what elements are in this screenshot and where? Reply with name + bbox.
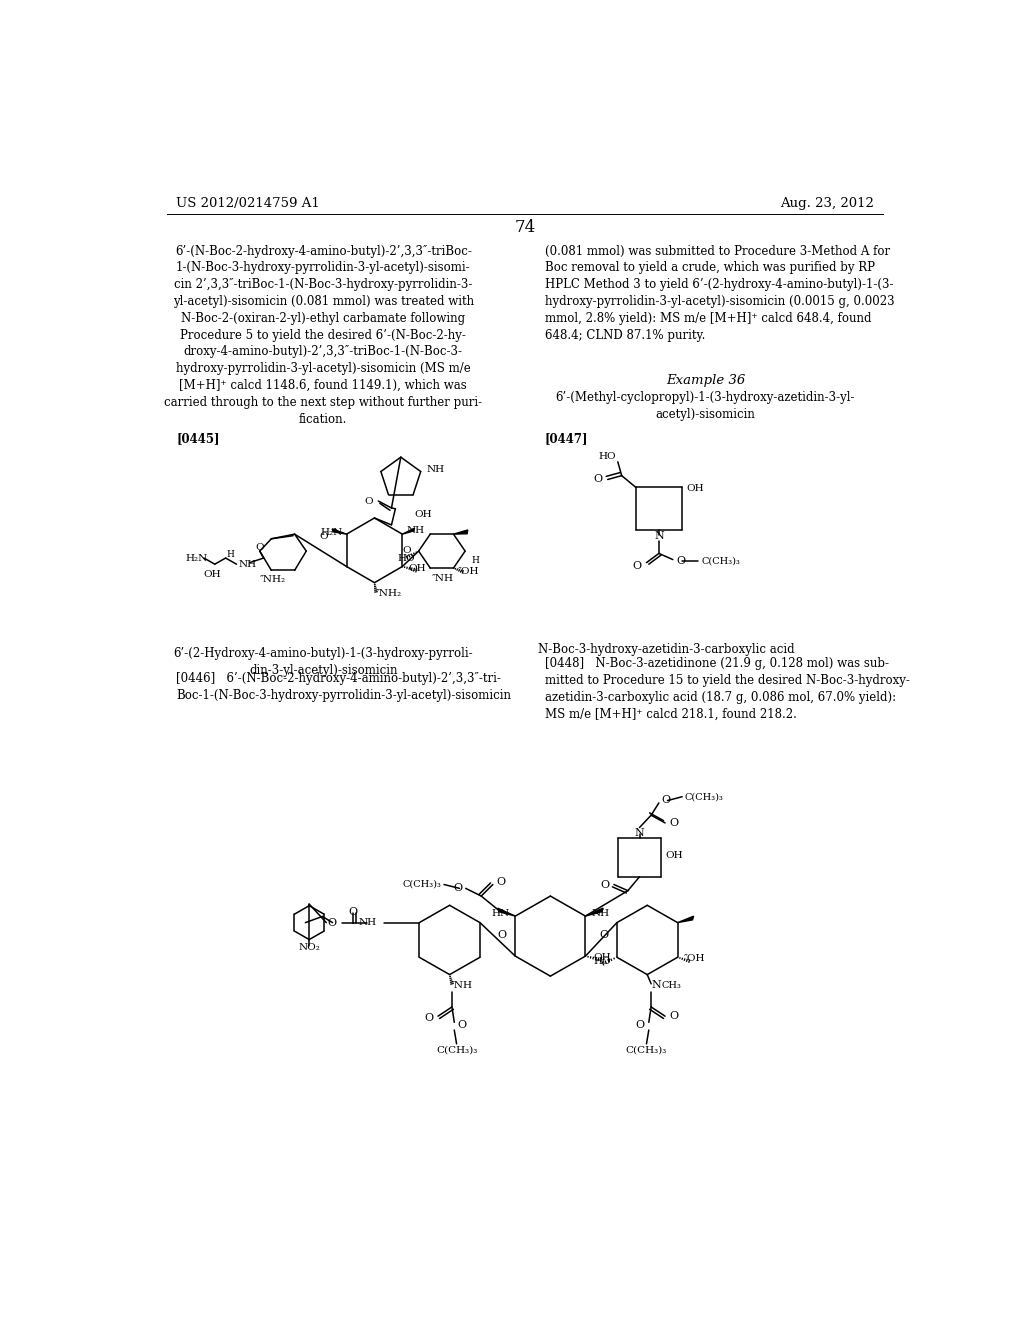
- Text: CH₃: CH₃: [662, 981, 681, 990]
- Text: N-Boc-3-hydroxy-azetidin-3-carboxylic acid: N-Boc-3-hydroxy-azetidin-3-carboxylic ac…: [539, 644, 795, 656]
- Text: Aug. 23, 2012: Aug. 23, 2012: [779, 197, 873, 210]
- Text: O: O: [454, 883, 463, 894]
- Text: ″NH₂: ″NH₂: [376, 589, 402, 598]
- Text: [0448]   N-Boc-3-azetidinone (21.9 g, 0.128 mol) was sub-
mitted to Procedure 15: [0448] N-Boc-3-azetidinone (21.9 g, 0.12…: [545, 657, 910, 721]
- Text: 6’-(N-Boc-2-hydroxy-4-amino-butyl)-2’,3,3″-triBoc-
1-(N-Boc-3-hydroxy-pyrrolidin: 6’-(N-Boc-2-hydroxy-4-amino-butyl)-2’,3,…: [164, 244, 482, 425]
- Text: HN: HN: [490, 908, 509, 917]
- Polygon shape: [402, 528, 415, 535]
- Text: C(CH₃)₃: C(CH₃)₃: [626, 1045, 667, 1055]
- Text: O: O: [600, 879, 609, 890]
- Polygon shape: [678, 916, 693, 923]
- Text: ″NH: ″NH: [432, 574, 454, 583]
- Text: OH: OH: [203, 570, 220, 578]
- Text: O: O: [593, 474, 602, 484]
- Text: NH: NH: [592, 908, 609, 917]
- Text: O: O: [662, 795, 671, 805]
- Text: 6’-(Methyl-cyclopropyl)-1-(3-hydroxy-azetidin-3-yl-
acetyl)-sisomicin: 6’-(Methyl-cyclopropyl)-1-(3-hydroxy-aze…: [556, 391, 855, 421]
- Text: OH: OH: [409, 564, 426, 573]
- Text: NH: NH: [239, 560, 257, 569]
- Text: N: N: [635, 828, 644, 838]
- Text: ″OH: ″OH: [458, 568, 479, 577]
- Text: H: H: [226, 549, 234, 558]
- Text: NO₂: NO₂: [298, 942, 321, 952]
- Text: C(CH₃)₃: C(CH₃)₃: [436, 1045, 477, 1055]
- Text: HO: HO: [599, 451, 616, 461]
- Text: HO: HO: [593, 957, 610, 966]
- Text: [0445]: [0445]: [176, 433, 219, 446]
- Text: [0446]   6’-(N-Boc-2-hydroxy-4-amino-butyl)-2’,3,3″-tri-
Boc-1-(N-Boc-3-hydroxy-: [0446] 6’-(N-Boc-2-hydroxy-4-amino-butyl…: [176, 672, 511, 702]
- Text: O: O: [636, 1020, 645, 1031]
- Text: O: O: [676, 556, 685, 566]
- Polygon shape: [498, 908, 515, 916]
- Text: O: O: [632, 561, 641, 570]
- Text: NH: NH: [407, 525, 424, 535]
- Text: N: N: [654, 531, 664, 541]
- Text: H: H: [471, 556, 479, 565]
- Text: NH: NH: [358, 919, 377, 927]
- Text: NH: NH: [427, 465, 445, 474]
- Text: O: O: [497, 929, 506, 940]
- Text: (0.081 mmol) was submitted to Procedure 3-Method A for
Boc removal to yield a cr: (0.081 mmol) was submitted to Procedure …: [545, 244, 895, 342]
- Text: N: N: [651, 981, 660, 990]
- Text: US 2012/0214759 A1: US 2012/0214759 A1: [176, 197, 319, 210]
- Text: O: O: [319, 532, 329, 541]
- Text: O: O: [255, 543, 263, 552]
- Text: 6’-(2-Hydroxy-4-amino-butyl)-1-(3-hydroxy-pyrroli-
din-3-yl-acetyl)-sisomicin: 6’-(2-Hydroxy-4-amino-butyl)-1-(3-hydrox…: [173, 647, 473, 677]
- Text: O: O: [328, 917, 336, 928]
- Text: O: O: [669, 1011, 678, 1022]
- Polygon shape: [586, 908, 603, 916]
- Text: O: O: [599, 929, 608, 940]
- Text: ″OH: ″OH: [684, 954, 706, 964]
- Text: H₂N: H₂N: [185, 553, 208, 562]
- Text: C(CH₃)₃: C(CH₃)₃: [402, 880, 441, 888]
- Text: O: O: [669, 818, 678, 828]
- Text: O: O: [402, 546, 411, 554]
- Polygon shape: [332, 529, 346, 535]
- Text: OH: OH: [686, 484, 703, 494]
- Text: [0447]: [0447]: [545, 433, 589, 446]
- Text: O: O: [496, 878, 505, 887]
- Text: O: O: [365, 498, 373, 507]
- Text: C(CH₃)₃: C(CH₃)₃: [701, 557, 740, 565]
- Text: ″NH₂: ″NH₂: [260, 576, 286, 583]
- Text: OH: OH: [593, 953, 610, 962]
- Text: ″NH: ″NH: [452, 981, 473, 990]
- Text: HO: HO: [397, 554, 415, 564]
- Polygon shape: [454, 529, 468, 535]
- Text: OH: OH: [415, 511, 432, 519]
- Text: O: O: [349, 907, 358, 917]
- Text: O: O: [424, 1014, 433, 1023]
- Text: C(CH₃)₃: C(CH₃)₃: [684, 792, 723, 801]
- Text: H₂N: H₂N: [321, 528, 343, 537]
- Text: O: O: [458, 1019, 467, 1030]
- Text: Example 36: Example 36: [666, 374, 745, 387]
- Text: OH: OH: [665, 851, 683, 859]
- Text: 74: 74: [514, 219, 536, 236]
